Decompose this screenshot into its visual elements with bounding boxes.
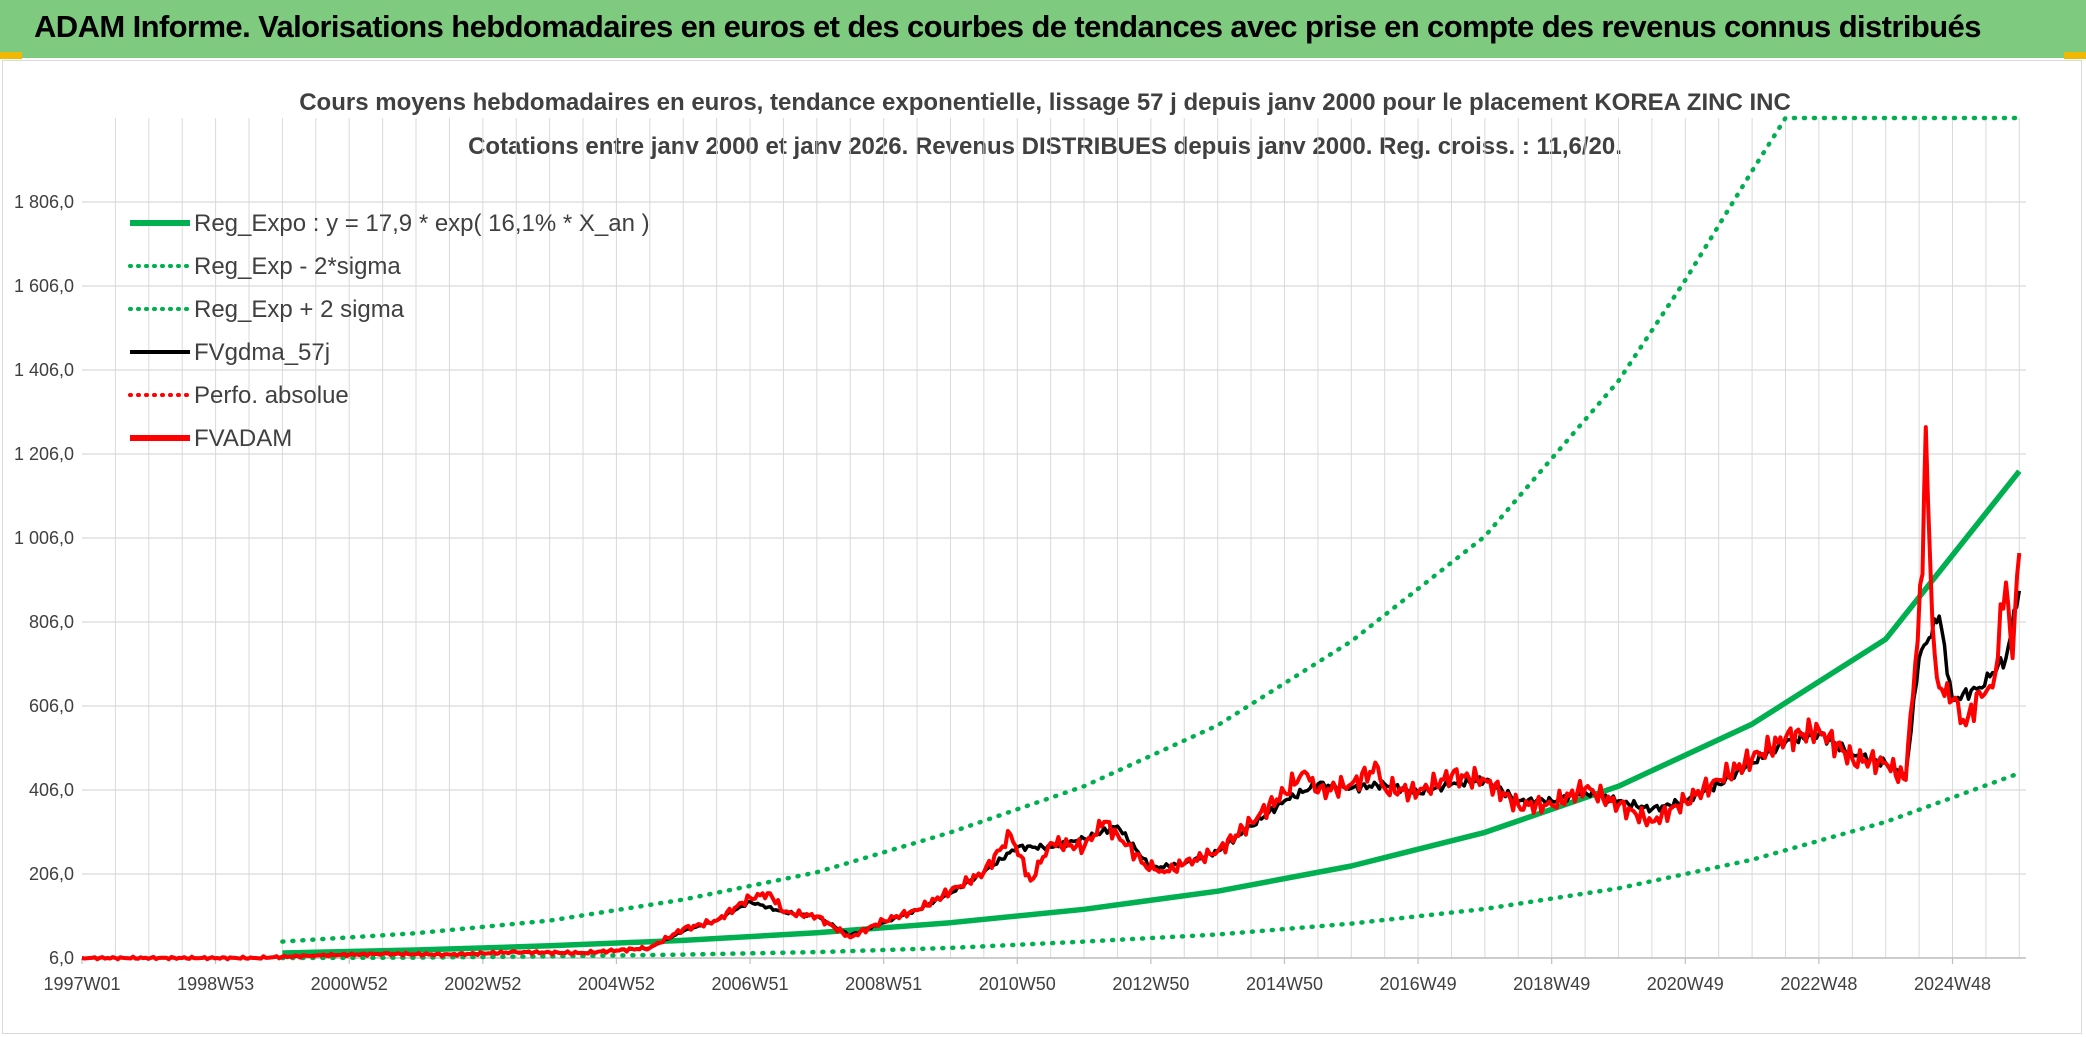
y-tick-label: 606,0	[29, 696, 74, 716]
banner-corner-left	[0, 52, 22, 59]
series-line-reg-exp-2-sigma	[280, 770, 2022, 961]
x-tick-label: 1998W53	[177, 974, 254, 994]
grid	[82, 118, 2026, 959]
x-tick-label: 2016W49	[1380, 974, 1457, 994]
x-tick-label: 2002W52	[444, 974, 521, 994]
report-banner: ADAM Informe. Valorisations hebdomadaire…	[0, 0, 2086, 59]
y-tick-label: 406,0	[29, 780, 74, 800]
legend: Reg_Expo : y = 17,9 * exp( 16,1% * X_an …	[128, 210, 650, 452]
y-tick-label: 1 806,0	[14, 192, 74, 212]
chart-subtitle: Cotations entre janv 2000 et janv 2026. …	[468, 133, 1622, 160]
y-tick-label: 206,0	[29, 864, 74, 884]
x-tick-label: 2010W50	[979, 974, 1056, 994]
legend-label: Reg_Expo : y = 17,9 * exp( 16,1% * X_an …	[194, 210, 650, 237]
y-tick-label: 1 206,0	[14, 444, 74, 464]
x-tick-label: 2022W48	[1780, 974, 1857, 994]
axes: 6,0 206,0 406,0 606,0 806,0 1 006,0 1 206,0 1 4…	[14, 192, 2026, 994]
legend-label: Reg_Exp + 2 sigma	[194, 296, 405, 323]
report-title: ADAM Informe. Valorisations hebdomadaire…	[34, 9, 1981, 44]
x-tick-label: 2008W51	[845, 974, 922, 994]
y-tick-label: 1 406,0	[14, 360, 74, 380]
y-tick-label: 806,0	[29, 612, 74, 632]
x-tick-label: 2024W48	[1914, 974, 1991, 994]
legend-label: Reg_Exp - 2*sigma	[194, 253, 401, 280]
x-tick-label: 1997W01	[43, 974, 120, 994]
x-tick-label: 2006W51	[712, 974, 789, 994]
series-group	[81, 115, 2022, 962]
legend-label: Perfo. absolue	[194, 382, 349, 409]
y-tick-label: 6,0	[49, 948, 74, 968]
chart-title: Cours moyens hebdomadaires en euros, ten…	[299, 89, 1791, 116]
series-line-reg-expo	[282, 469, 2022, 956]
legend-label: FVgdma_57j	[194, 339, 330, 366]
x-tick-label: 2012W50	[1112, 974, 1189, 994]
x-tick-label: 2004W52	[578, 974, 655, 994]
series-line-fvadam	[81, 425, 2022, 962]
x-tick-label: 2014W50	[1246, 974, 1323, 994]
x-tick-label: 2020W49	[1647, 974, 1724, 994]
x-tick-label: 2000W52	[311, 974, 388, 994]
legend-label: FVADAM	[194, 425, 292, 452]
banner-corner-right	[2064, 52, 2086, 59]
y-tick-label: 1 006,0	[14, 528, 74, 548]
chart-frame	[2, 60, 2082, 1034]
x-tick-label: 2018W49	[1513, 974, 1590, 994]
y-tick-label: 1 606,0	[14, 276, 74, 296]
series-line-reg-exp-2-sigma	[280, 115, 2022, 944]
